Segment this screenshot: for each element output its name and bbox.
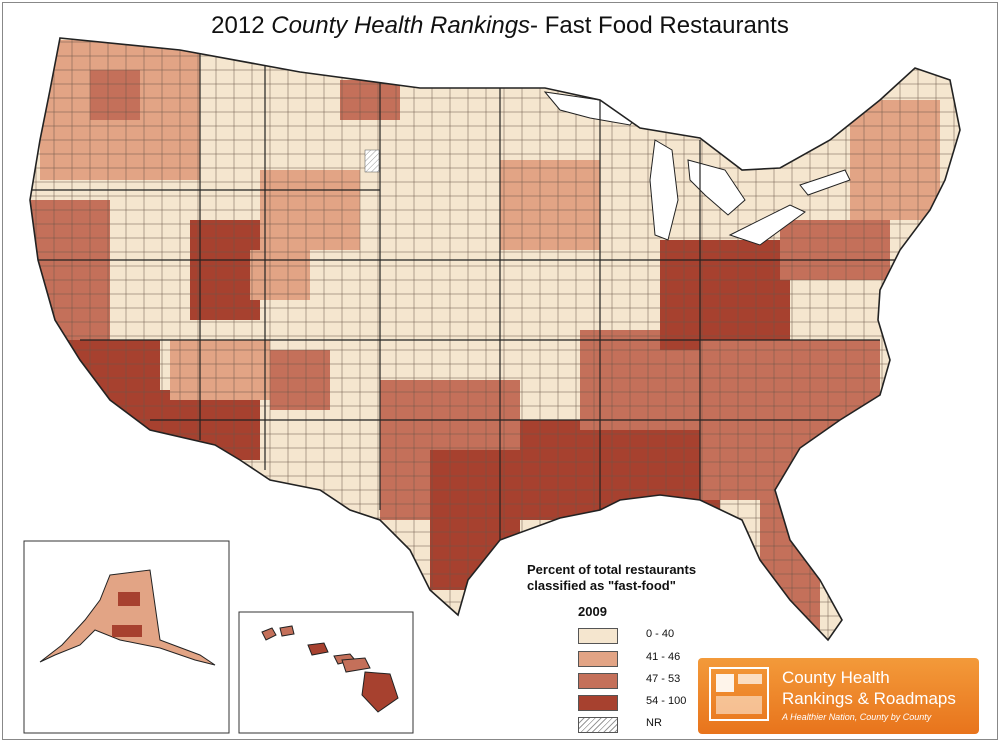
state-boundaries bbox=[30, 50, 900, 540]
lake-huron bbox=[687, 159, 746, 216]
logo-line2: Rankings & Roadmaps bbox=[782, 689, 956, 708]
legend-label: NR bbox=[646, 717, 662, 729]
legend-title: Percent of total restaurants classified … bbox=[527, 562, 767, 594]
legend-label: 54 - 100 bbox=[646, 695, 687, 707]
hawaii-islands bbox=[261, 625, 399, 713]
legend-year: 2009 bbox=[578, 604, 607, 619]
map-title: 2012 County Health Rankings- Fast Food R… bbox=[0, 12, 1000, 40]
legend-swatch-hatched bbox=[578, 717, 618, 733]
legend-swatch bbox=[578, 695, 618, 711]
title-italic: County Health Rankings bbox=[271, 12, 531, 39]
legend-label: 41 - 46 bbox=[646, 651, 681, 663]
legend-swatch bbox=[578, 651, 618, 667]
lake-michigan bbox=[649, 139, 679, 241]
legend-title-line2: classified as "fast-food" bbox=[527, 578, 676, 593]
title-year: 2012 bbox=[211, 12, 265, 39]
logo-tagline: A Healthier Nation, County by County bbox=[782, 712, 932, 722]
alaska-shade-1 bbox=[118, 592, 140, 606]
chr-logo: County Health Rankings & Roadmaps A Heal… bbox=[698, 658, 979, 734]
logo-line1: County Health bbox=[782, 668, 890, 687]
legend-title-line1: Percent of total restaurants bbox=[527, 562, 697, 577]
alaska-shape bbox=[39, 569, 216, 666]
legend-swatch bbox=[578, 628, 618, 644]
legend-label: 0 - 40 bbox=[646, 628, 675, 640]
alaska-shade-2 bbox=[112, 625, 142, 637]
title-rest: - Fast Food Restaurants bbox=[530, 12, 789, 39]
lake-ontario bbox=[799, 169, 851, 196]
legend-swatch bbox=[578, 673, 618, 689]
nr-county bbox=[364, 149, 380, 173]
logo-mark-icon bbox=[709, 667, 769, 721]
lake-erie bbox=[728, 204, 806, 246]
hawaii-inset bbox=[238, 611, 414, 734]
legend-label: 47 - 53 bbox=[646, 673, 681, 685]
